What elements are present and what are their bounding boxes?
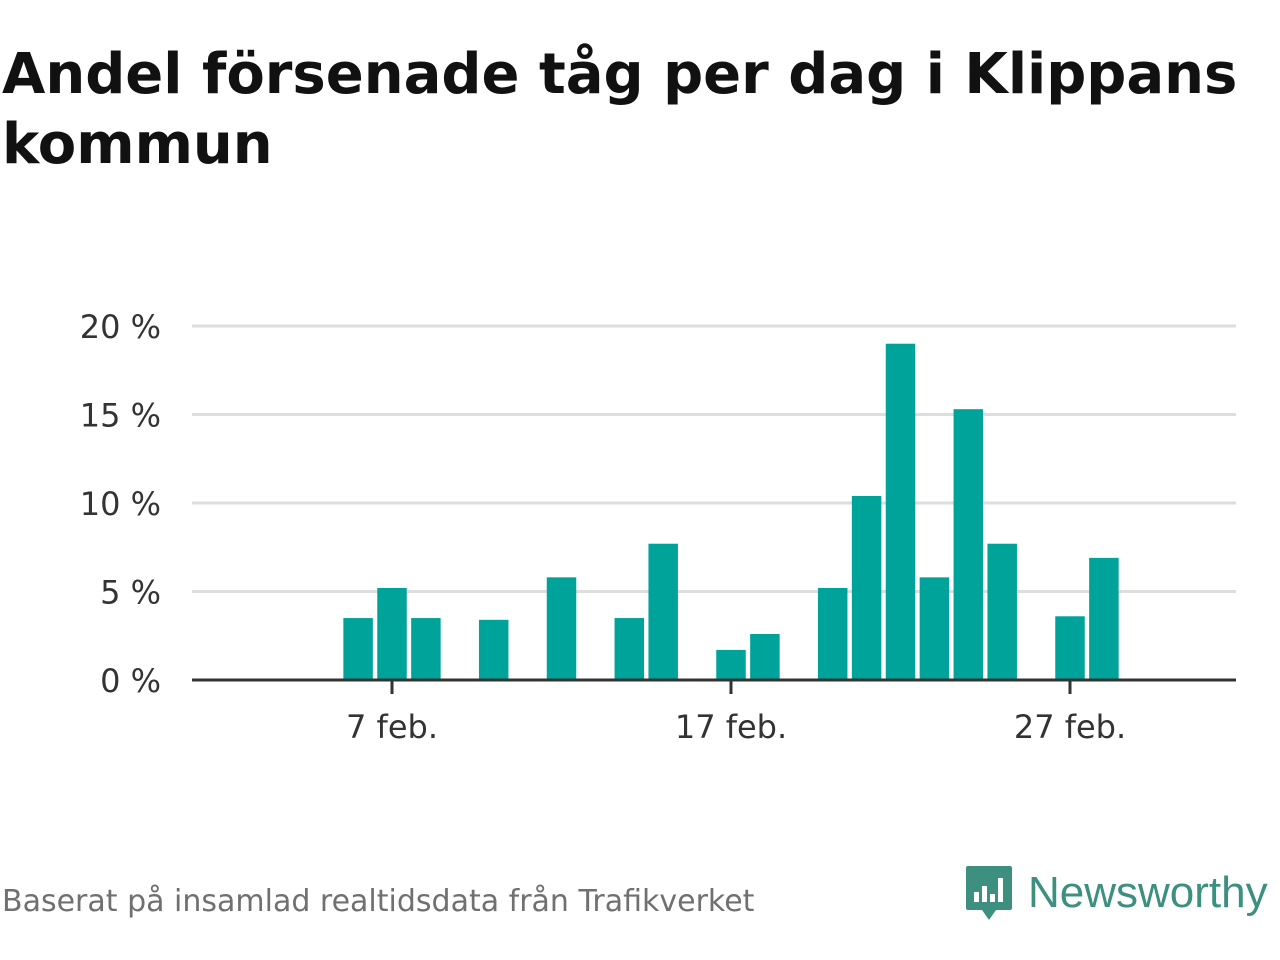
chart-title: Andel försenade tåg per dag i Klippans k…	[2, 42, 1238, 177]
y-tick-label: 20 %	[80, 308, 161, 346]
bar	[919, 577, 950, 680]
bar	[614, 618, 645, 680]
source-note: Baserat på insamlad realtidsdata från Tr…	[2, 884, 755, 919]
bar	[1055, 616, 1085, 680]
bar	[987, 543, 1017, 680]
bar	[546, 577, 577, 680]
brand-logo: Newsworthy	[964, 864, 1268, 922]
brand-name: Newsworthy	[1028, 868, 1268, 917]
bar	[817, 587, 848, 680]
y-tick-label: 10 %	[80, 485, 161, 523]
x-tick-label: 17 feb.	[675, 708, 787, 746]
x-tick-label: 27 feb.	[1014, 708, 1126, 746]
bar	[377, 587, 407, 680]
y-tick-label: 15 %	[80, 397, 161, 435]
bar	[885, 343, 916, 680]
bar	[851, 495, 882, 680]
newsworthy-logo-icon	[966, 866, 1012, 920]
bar	[648, 543, 678, 680]
bar	[343, 618, 373, 680]
bar	[478, 619, 509, 680]
bar	[716, 649, 746, 680]
y-tick-label: 0 %	[100, 662, 161, 700]
y-tick-label: 5 %	[100, 574, 161, 612]
x-tick-label: 7 feb.	[346, 708, 438, 746]
bar	[411, 618, 441, 680]
bar	[953, 409, 984, 680]
bar	[1089, 557, 1119, 680]
bar	[750, 633, 780, 680]
